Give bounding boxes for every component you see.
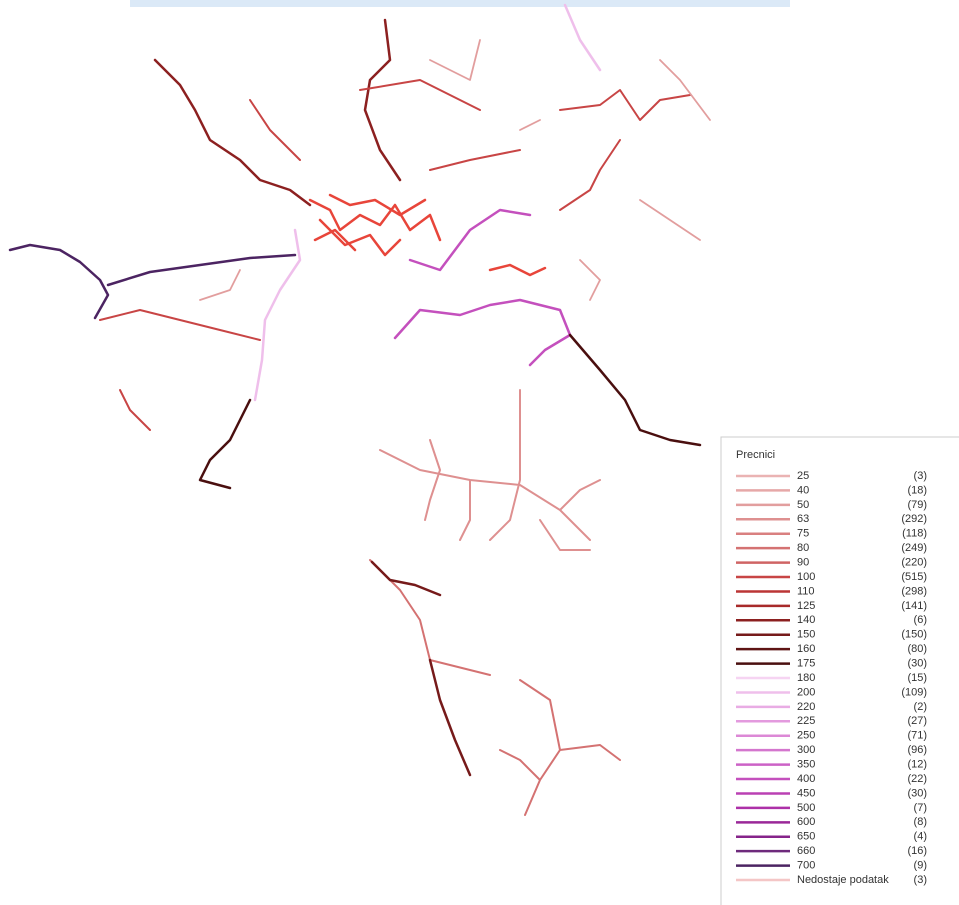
legend-count: (292) xyxy=(901,513,927,525)
legend-count: (15) xyxy=(907,672,927,684)
legend: Precnici 25 (3) 40 (18) 50 (79) 63 (292) 75 (118)… xyxy=(721,437,959,905)
legend-label: 350 xyxy=(797,759,815,771)
legend-count: (16) xyxy=(907,845,927,857)
legend-count: (30) xyxy=(907,787,927,799)
legend-label: 40 xyxy=(797,484,809,496)
legend-label: 150 xyxy=(797,629,815,641)
legend-count: (109) xyxy=(901,686,927,698)
legend-label: 160 xyxy=(797,643,815,655)
legend-label: 63 xyxy=(797,513,809,525)
legend-count: (27) xyxy=(907,715,927,727)
legend-count: (118) xyxy=(902,528,927,540)
legend-count: (30) xyxy=(907,657,927,669)
legend-title: Precnici xyxy=(736,449,775,461)
legend-count: (298) xyxy=(901,585,927,597)
legend-label: 50 xyxy=(797,499,809,511)
legend-label: Nedostaje podatak xyxy=(797,874,889,886)
legend-label: 125 xyxy=(797,600,815,612)
legend-count: (141) xyxy=(901,600,927,612)
top-bar xyxy=(130,0,790,7)
legend-label: 180 xyxy=(797,672,815,684)
legend-label: 25 xyxy=(797,470,809,482)
legend-count: (2) xyxy=(914,701,927,713)
legend-count: (3) xyxy=(914,874,927,886)
legend-count: (3) xyxy=(914,470,927,482)
pipe-network xyxy=(10,5,710,815)
legend-label: 250 xyxy=(797,730,815,742)
map-view: Precnici 25 (3) 40 (18) 50 (79) 63 (292) 75 (118)… xyxy=(0,0,959,905)
legend-label: 660 xyxy=(797,845,815,857)
legend-label: 650 xyxy=(797,831,815,843)
legend-label: 140 xyxy=(797,614,815,626)
legend-label: 75 xyxy=(797,528,809,540)
legend-label: 90 xyxy=(797,556,809,568)
legend-count: (249) xyxy=(901,542,927,554)
legend-label: 300 xyxy=(797,744,815,756)
legend-label: 175 xyxy=(797,657,815,669)
legend-label: 450 xyxy=(797,787,815,799)
legend-count: (4) xyxy=(914,831,927,843)
legend-label: 500 xyxy=(797,802,815,814)
legend-count: (71) xyxy=(907,730,927,742)
legend-label: 220 xyxy=(797,701,815,713)
legend-label: 400 xyxy=(797,773,815,785)
legend-label: 700 xyxy=(797,860,815,872)
legend-count: (9) xyxy=(914,860,927,872)
legend-count: (96) xyxy=(907,744,927,756)
legend-label: 100 xyxy=(797,571,815,583)
legend-label: 110 xyxy=(797,585,815,597)
legend-count: (7) xyxy=(914,802,927,814)
legend-count: (80) xyxy=(907,643,927,655)
legend-label: 80 xyxy=(797,542,809,554)
legend-label: 600 xyxy=(797,816,815,828)
legend-count: (8) xyxy=(914,816,927,828)
legend-count: (79) xyxy=(907,499,927,511)
legend-label: 200 xyxy=(797,686,815,698)
legend-count: (515) xyxy=(901,571,927,583)
legend-count: (220) xyxy=(901,556,927,568)
legend-count: (6) xyxy=(914,614,927,626)
legend-count: (150) xyxy=(901,629,927,641)
legend-label: 225 xyxy=(797,715,815,727)
map: Precnici 25 (3) 40 (18) 50 (79) 63 (292) 75 (118)… xyxy=(0,0,959,905)
legend-count: (22) xyxy=(907,773,927,785)
legend-count: (18) xyxy=(907,484,927,496)
legend-count: (12) xyxy=(907,759,927,771)
